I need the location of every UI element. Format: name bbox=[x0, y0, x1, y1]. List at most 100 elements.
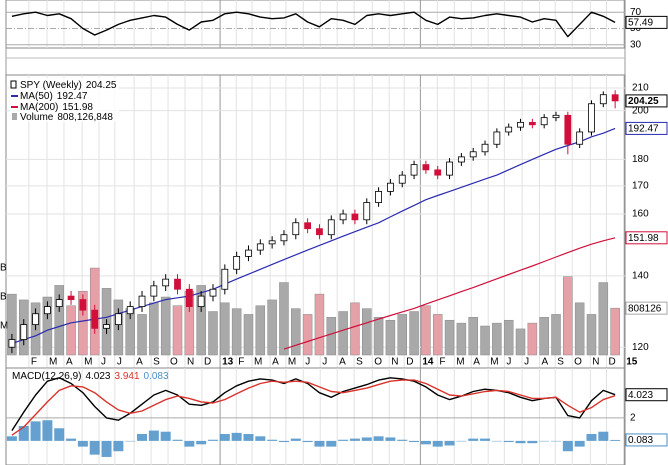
volume-bar bbox=[362, 308, 372, 356]
candle-body bbox=[138, 295, 146, 307]
candle-body bbox=[43, 306, 51, 315]
histogram-bar bbox=[30, 421, 41, 441]
y-tick-label: 2 bbox=[630, 413, 636, 424]
histogram-bar bbox=[267, 439, 278, 441]
candle-body bbox=[469, 151, 477, 158]
volume-bar bbox=[220, 302, 230, 356]
value-flag: 204.25 bbox=[628, 96, 659, 107]
candle-body bbox=[387, 182, 394, 192]
x-tick-label: N bbox=[391, 357, 398, 368]
volume-bar bbox=[421, 305, 431, 356]
candle-body bbox=[576, 131, 584, 145]
legend-name: Volume bbox=[20, 112, 54, 123]
value-flag-box bbox=[625, 94, 668, 108]
histogram-bar bbox=[290, 438, 301, 441]
x-tick-label: F bbox=[238, 357, 244, 368]
candle-body bbox=[150, 285, 158, 297]
histogram-bar bbox=[491, 440, 502, 442]
x-tick-label: D bbox=[204, 357, 211, 368]
candle-body bbox=[91, 309, 99, 329]
candle-body bbox=[434, 169, 442, 176]
volume-bar bbox=[149, 302, 159, 356]
legend-value: 808,126,848 bbox=[57, 112, 113, 123]
x-tick-label: J bbox=[117, 357, 122, 368]
candle-body bbox=[32, 313, 39, 326]
y-tick-label: 160 bbox=[632, 209, 649, 220]
candle-body bbox=[209, 288, 217, 297]
volume-bar bbox=[66, 305, 76, 356]
histogram-bar bbox=[172, 439, 183, 441]
volume-bar bbox=[338, 311, 348, 356]
histogram-bar bbox=[66, 438, 77, 441]
histogram-bar bbox=[255, 436, 266, 441]
legend-background bbox=[9, 78, 119, 122]
value-flag-box bbox=[625, 301, 668, 315]
histogram-bar bbox=[503, 440, 514, 443]
y-tick-label: 70 bbox=[630, 7, 642, 18]
candle-body bbox=[20, 324, 28, 340]
histogram-bar bbox=[302, 440, 313, 443]
y-tick-label: 180 bbox=[632, 154, 649, 165]
value-flag: 151.98 bbox=[628, 233, 659, 244]
histogram-bar bbox=[338, 439, 349, 441]
candle-body bbox=[599, 94, 607, 105]
candle-body bbox=[55, 299, 63, 307]
histogram-bar bbox=[349, 438, 360, 441]
series-line bbox=[11, 379, 616, 436]
legend-value: 4.023 bbox=[85, 371, 110, 382]
histogram-bar bbox=[219, 434, 230, 441]
moving-average-line bbox=[11, 127, 616, 344]
series-line bbox=[11, 377, 616, 431]
histogram-bar bbox=[598, 431, 609, 441]
histogram-bar bbox=[113, 440, 124, 452]
legend-entry: SPY (Weekly) 204.25 bbox=[20, 80, 117, 91]
histogram-bar bbox=[184, 440, 195, 447]
candle-body bbox=[517, 121, 524, 128]
legend-icon bbox=[10, 80, 17, 89]
histogram-bar bbox=[539, 440, 550, 442]
value-flag-box bbox=[625, 231, 668, 245]
candle-body bbox=[162, 278, 170, 287]
x-tick-label: S bbox=[557, 357, 564, 368]
value-flag-box bbox=[625, 121, 668, 135]
candle-body bbox=[422, 164, 430, 171]
x-tick-label: A bbox=[272, 357, 279, 368]
histogram-bar bbox=[361, 437, 372, 441]
x-tick-label: N bbox=[592, 357, 599, 368]
volume-bar bbox=[160, 296, 171, 356]
volume-bar bbox=[314, 293, 325, 356]
candle-body bbox=[481, 143, 489, 153]
volume-bar bbox=[610, 307, 620, 356]
histogram-bar bbox=[480, 438, 491, 441]
histogram-bar bbox=[125, 440, 136, 442]
legend-entry: Volume 808,126,848 bbox=[20, 112, 113, 123]
candle-body bbox=[8, 339, 16, 348]
histogram-bar bbox=[137, 434, 148, 441]
x-tick-label: J bbox=[506, 357, 511, 368]
histogram-bar bbox=[196, 440, 207, 445]
volume-bar bbox=[385, 319, 396, 356]
legend-value: 3.941 bbox=[115, 371, 140, 382]
candle-body bbox=[268, 240, 276, 245]
volume-bar bbox=[7, 293, 17, 356]
volume-bar bbox=[456, 322, 467, 356]
x-tick-label: J bbox=[524, 357, 529, 368]
candle-body bbox=[588, 103, 595, 133]
candle-body bbox=[528, 121, 536, 126]
volume-bar bbox=[586, 314, 597, 356]
histogram-bar bbox=[515, 440, 526, 444]
histogram-bar bbox=[551, 440, 562, 442]
volume-bar bbox=[350, 302, 360, 356]
histogram-bar bbox=[314, 440, 325, 447]
value-flag: 0.083 bbox=[628, 435, 653, 446]
histogram-bar bbox=[420, 440, 431, 445]
volume-bar bbox=[492, 322, 502, 356]
histogram-bar bbox=[54, 428, 65, 441]
histogram-bar bbox=[444, 440, 455, 446]
x-tick-label: M bbox=[288, 357, 296, 368]
candle-body bbox=[564, 114, 572, 145]
series-line bbox=[11, 11, 616, 38]
x-tick-label: N bbox=[187, 357, 194, 368]
volume-bar bbox=[326, 317, 337, 356]
histogram-bar bbox=[385, 437, 396, 441]
